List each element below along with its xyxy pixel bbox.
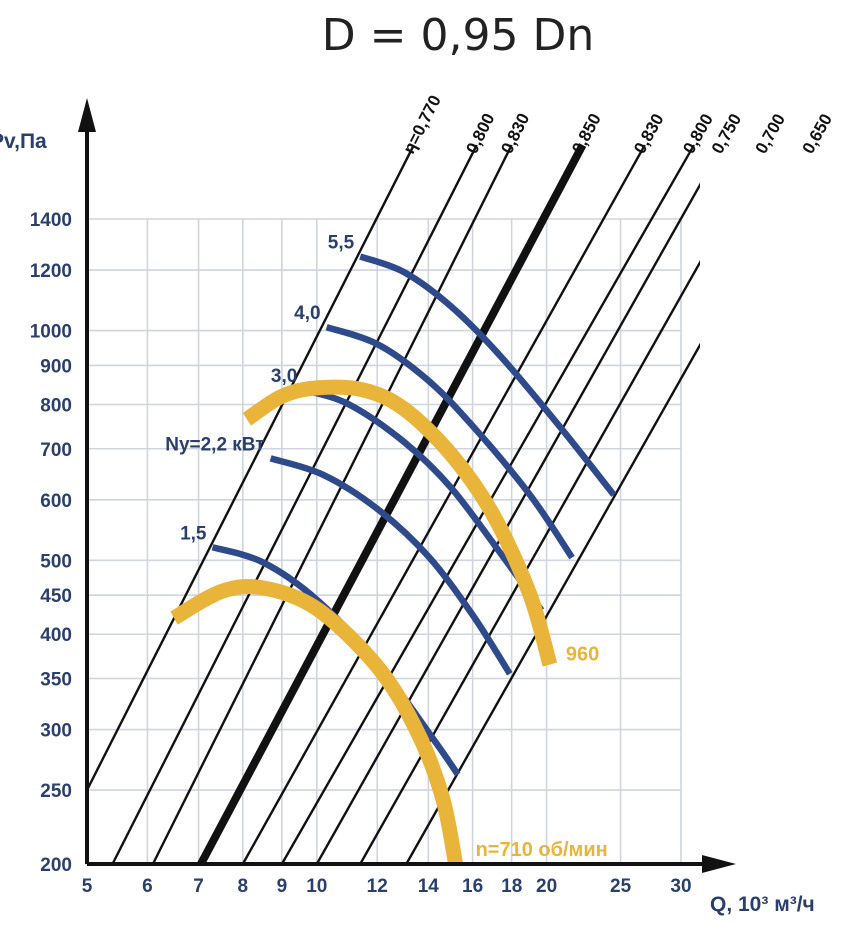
power-curve bbox=[302, 386, 545, 613]
power-curve bbox=[269, 455, 513, 676]
y-tick-label: 1400 bbox=[30, 210, 72, 231]
y-tick-label: 800 bbox=[40, 396, 72, 417]
x-tick-label: 20 bbox=[536, 876, 557, 897]
efficiency-label: 0,830 bbox=[630, 111, 667, 157]
x-tick-label: 9 bbox=[277, 876, 288, 897]
power-curve bbox=[359, 253, 617, 497]
y-tick-label: 350 bbox=[40, 670, 72, 691]
efficiency-lines bbox=[85, 143, 700, 866]
x-tick-label: 7 bbox=[193, 876, 204, 897]
efficiency-line bbox=[85, 144, 415, 791]
efficiency-line bbox=[151, 144, 513, 865]
efficiency-label: 0,800 bbox=[462, 110, 498, 157]
y-tick-label: 250 bbox=[40, 781, 72, 802]
x-tick-label: 25 bbox=[610, 876, 632, 897]
x-tick-label: 6 bbox=[142, 876, 153, 897]
speed-curve bbox=[242, 379, 558, 667]
power-curve-label: Ny=2,2 кВт bbox=[165, 434, 264, 455]
power-curve-label: 1,5 bbox=[180, 523, 207, 544]
efficiency-label: 0,700 bbox=[752, 111, 789, 157]
efficiency-line bbox=[197, 143, 587, 866]
axes bbox=[78, 98, 736, 873]
efficiency-label: 0,850 bbox=[568, 110, 605, 156]
x-axis-label: Q, 10³ м³/ч bbox=[710, 893, 815, 916]
y-tick-label: 300 bbox=[40, 721, 72, 742]
efficiency-line bbox=[241, 144, 646, 865]
y-tick-label: 600 bbox=[40, 491, 72, 512]
grid bbox=[86, 218, 682, 865]
x-tick-label: 5 bbox=[82, 876, 93, 897]
efficiency-line bbox=[405, 342, 700, 865]
x-tick-label: 14 bbox=[418, 876, 440, 897]
efficiency-line bbox=[111, 144, 478, 865]
x-tick-label: 30 bbox=[670, 876, 691, 897]
tick-labels: 5 6 7 8 9 10 12 14 16 18 20 25 30 200 250 300 350 400 450 5… bbox=[30, 210, 692, 897]
power-curve bbox=[325, 324, 575, 560]
chart-title: D = 0,95 Dn bbox=[322, 10, 594, 61]
y-tick-label: 200 bbox=[40, 855, 72, 876]
power-curve-label: 5,5 bbox=[328, 233, 355, 254]
x-tick-label: 16 bbox=[462, 876, 483, 897]
speed-curve bbox=[170, 578, 463, 866]
power-curves: 1,5 Ny=2,2 кВт 3,0 4,0 5,5 bbox=[165, 233, 617, 777]
efficiency-label: η=0,770 bbox=[399, 92, 444, 157]
y-axis-label: Pv,Па bbox=[0, 130, 47, 153]
power-curve-label: 3,0 bbox=[271, 366, 297, 387]
x-axis-arrow bbox=[702, 855, 736, 873]
speed-curve-label: 960 bbox=[566, 644, 599, 666]
y-tick-label: 500 bbox=[40, 551, 72, 572]
efficiency-line bbox=[315, 182, 700, 865]
speed-curve-label: n=710 об/мин bbox=[476, 839, 608, 861]
y-axis-arrow bbox=[78, 98, 96, 132]
y-tick-label: 450 bbox=[40, 586, 72, 607]
x-tick-label: 8 bbox=[238, 876, 249, 897]
y-tick-label: 1200 bbox=[30, 261, 72, 282]
power-curve-label: 4,0 bbox=[294, 303, 320, 324]
efficiency-label: 0,750 bbox=[708, 111, 745, 157]
y-tick-label: 1000 bbox=[30, 322, 72, 343]
x-tick-label: 12 bbox=[367, 876, 388, 897]
efficiency-label: 0,830 bbox=[497, 110, 533, 157]
x-tick-label: 10 bbox=[306, 876, 327, 897]
speed-curves: n=710 об/мин 960 bbox=[170, 379, 608, 866]
efficiency-label: 0,650 bbox=[799, 111, 836, 157]
y-tick-label: 400 bbox=[40, 625, 72, 646]
y-tick-label: 700 bbox=[40, 440, 72, 461]
x-tick-label: 18 bbox=[501, 876, 522, 897]
y-tick-label: 900 bbox=[40, 357, 72, 378]
